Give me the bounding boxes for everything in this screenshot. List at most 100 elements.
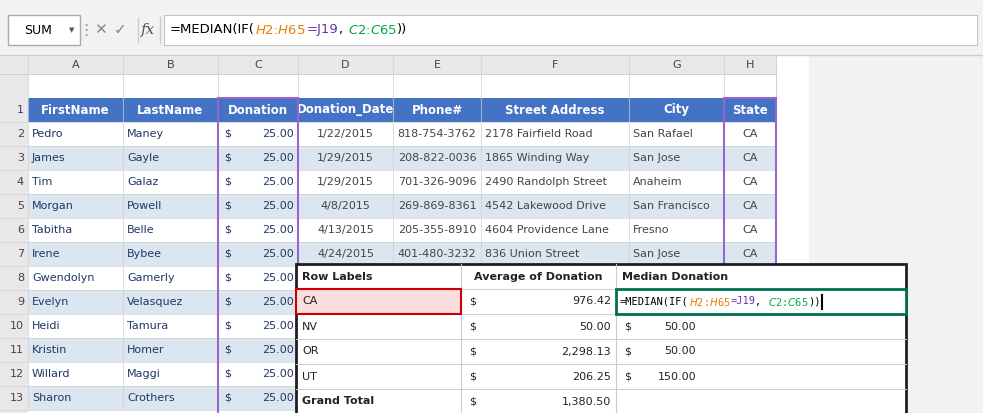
Text: Maggi: Maggi xyxy=(127,369,161,379)
Bar xyxy=(296,289,461,314)
Text: Gayle: Gayle xyxy=(127,153,159,163)
Text: $: $ xyxy=(624,321,631,332)
Text: Kristin: Kristin xyxy=(32,345,68,355)
Text: fx: fx xyxy=(141,23,155,37)
Bar xyxy=(0,56,776,74)
Text: $H$2:$H$65: $H$2:$H$65 xyxy=(689,295,730,308)
Text: E: E xyxy=(434,60,440,70)
Text: )): )) xyxy=(809,297,821,306)
Bar xyxy=(0,386,28,410)
Text: 25.00: 25.00 xyxy=(262,153,294,163)
Text: Fresno: Fresno xyxy=(633,225,669,235)
Text: ⋮: ⋮ xyxy=(79,22,93,38)
Text: 25.00: 25.00 xyxy=(262,321,294,331)
Text: $: $ xyxy=(224,153,231,163)
Text: 4604 Providence Lane: 4604 Providence Lane xyxy=(485,225,608,235)
Text: Gwendolyn: Gwendolyn xyxy=(32,273,94,283)
Text: Gamerly: Gamerly xyxy=(127,273,175,283)
Text: 3: 3 xyxy=(17,153,24,163)
Text: 1865 Winding Way: 1865 Winding Way xyxy=(485,153,590,163)
Text: 269-869-8361: 269-869-8361 xyxy=(398,201,477,211)
Bar xyxy=(28,290,776,314)
Text: $: $ xyxy=(224,225,231,235)
Text: 1: 1 xyxy=(17,105,24,115)
Text: 25.00: 25.00 xyxy=(262,369,294,379)
Text: CA: CA xyxy=(742,129,758,139)
Bar xyxy=(28,410,776,413)
Text: CA: CA xyxy=(742,249,758,259)
Bar xyxy=(0,194,28,218)
Text: 4/13/2015: 4/13/2015 xyxy=(318,225,374,235)
Text: Tamura: Tamura xyxy=(127,321,168,331)
Text: 4: 4 xyxy=(17,177,24,187)
Text: $: $ xyxy=(224,249,231,259)
Bar xyxy=(28,218,776,242)
Text: $: $ xyxy=(469,372,476,382)
Text: City: City xyxy=(664,104,689,116)
Text: 150.00: 150.00 xyxy=(658,372,696,382)
Text: UT: UT xyxy=(302,372,317,382)
Text: San Jose: San Jose xyxy=(633,249,680,259)
Bar xyxy=(0,410,28,413)
Text: 25.00: 25.00 xyxy=(262,177,294,187)
Text: 25.00: 25.00 xyxy=(262,249,294,259)
Bar xyxy=(28,194,776,218)
Text: James: James xyxy=(32,153,66,163)
Text: LastName: LastName xyxy=(138,104,203,116)
Text: 5: 5 xyxy=(17,201,24,211)
Text: $: $ xyxy=(469,396,476,406)
Bar xyxy=(724,98,776,266)
Text: $: $ xyxy=(469,321,476,332)
Text: F: F xyxy=(551,60,558,70)
Text: $: $ xyxy=(224,393,231,403)
Bar xyxy=(0,98,28,122)
Text: 2,298.13: 2,298.13 xyxy=(561,347,611,356)
Text: Willard: Willard xyxy=(32,369,71,379)
Text: 50.00: 50.00 xyxy=(665,321,696,332)
Bar xyxy=(0,338,28,362)
Text: =MEDIAN(IF(: =MEDIAN(IF( xyxy=(620,297,689,306)
Bar xyxy=(28,122,776,146)
Text: Donation: Donation xyxy=(228,104,288,116)
Text: H: H xyxy=(746,60,754,70)
Text: 401-480-3232: 401-480-3232 xyxy=(398,249,477,259)
Bar xyxy=(8,15,80,45)
Text: 12: 12 xyxy=(10,369,24,379)
Text: $: $ xyxy=(224,273,231,283)
Text: 25.00: 25.00 xyxy=(262,345,294,355)
Text: 9: 9 xyxy=(17,297,24,307)
Text: $: $ xyxy=(624,372,631,382)
Text: D: D xyxy=(341,60,350,70)
Text: 25.00: 25.00 xyxy=(262,201,294,211)
Text: =J19: =J19 xyxy=(307,24,338,36)
Text: 836 Union Street: 836 Union Street xyxy=(485,249,579,259)
Text: 2: 2 xyxy=(17,129,24,139)
Text: 2178 Fairfield Road: 2178 Fairfield Road xyxy=(485,129,593,139)
Text: SUM: SUM xyxy=(24,24,52,36)
Text: 50.00: 50.00 xyxy=(579,321,611,332)
Text: Sharon: Sharon xyxy=(32,393,72,403)
Text: 4542 Lakewood Drive: 4542 Lakewood Drive xyxy=(485,201,606,211)
Text: Row Labels: Row Labels xyxy=(302,271,373,282)
Text: 25.00: 25.00 xyxy=(262,393,294,403)
Text: CA: CA xyxy=(742,201,758,211)
Text: 25.00: 25.00 xyxy=(262,273,294,283)
Text: CA: CA xyxy=(742,225,758,235)
Text: 50.00: 50.00 xyxy=(665,347,696,356)
Text: 25.00: 25.00 xyxy=(262,129,294,139)
Text: Evelyn: Evelyn xyxy=(32,297,70,307)
Text: 1/29/2015: 1/29/2015 xyxy=(318,153,374,163)
Bar xyxy=(0,146,28,170)
Text: ✓: ✓ xyxy=(114,22,127,38)
Text: San Francisco: San Francisco xyxy=(633,201,710,211)
Text: 208-822-0036: 208-822-0036 xyxy=(398,153,477,163)
Text: 4/24/2015: 4/24/2015 xyxy=(317,249,374,259)
Text: 7: 7 xyxy=(17,249,24,259)
Text: Pedro: Pedro xyxy=(32,129,64,139)
Text: 10: 10 xyxy=(10,321,24,331)
Text: Belle: Belle xyxy=(127,225,154,235)
Text: Crothers: Crothers xyxy=(127,393,175,403)
Text: $: $ xyxy=(469,297,476,306)
Bar xyxy=(28,242,776,266)
Text: 8: 8 xyxy=(17,273,24,283)
